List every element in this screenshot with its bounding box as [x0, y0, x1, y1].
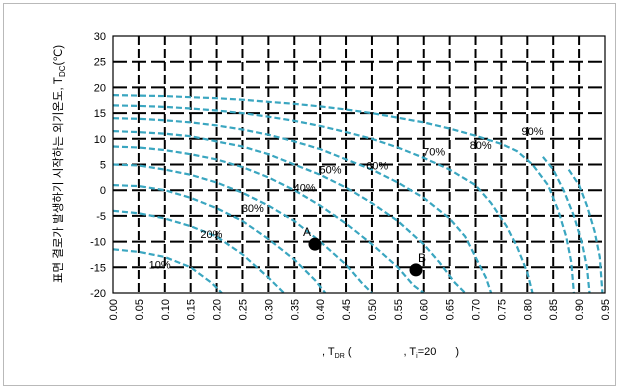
series-line	[113, 130, 466, 293]
y-tick-label: -15	[90, 262, 106, 274]
x-tick-labels: 0.00 0.05 0.10 0.15 0.20 0.25 0.30 0.35 0.40 0.45…	[108, 299, 612, 320]
series-line	[542, 156, 591, 293]
x-tick-label: 0.10	[160, 299, 172, 320]
x-tick-label: 0.50	[367, 299, 379, 320]
x-tick-label: 0.15	[186, 299, 198, 320]
series-line	[113, 248, 223, 293]
series-line	[113, 163, 373, 293]
x-tick-label: 0.35	[289, 299, 301, 320]
y-tick-labels: 30 25 20 15 10 5 0 -5 -10 -15 -20	[90, 31, 106, 300]
series-line	[113, 145, 425, 293]
x-tick-label: 0.75	[496, 299, 508, 320]
y-tick-label: 30	[94, 31, 106, 43]
x-axis-label-sub: DR	[335, 353, 345, 360]
y-tick-label: 20	[94, 82, 106, 94]
x-tick-label: 0.80	[522, 299, 534, 320]
curve-label: 10%	[149, 260, 171, 272]
curve-label: 40%	[294, 183, 316, 195]
series-line	[113, 209, 285, 293]
point-marker	[308, 237, 322, 251]
x-tick-label: 0.70	[471, 299, 483, 320]
x-tick-label: 0.40	[315, 299, 327, 320]
series-line	[113, 117, 493, 293]
curve-labels: 10% 20% 30% 40% 50% 60% 70% 80% 90%	[149, 126, 544, 272]
x-axis-label: , TDR (, Ti=20 )	[322, 346, 459, 360]
y-tick-label: 15	[94, 108, 106, 120]
x-tick-label: 0.00	[108, 299, 120, 320]
x-tick-label: 0.60	[419, 299, 431, 320]
x-tick-label: 0.20	[212, 299, 224, 320]
x-tick-label: 0.25	[237, 299, 249, 320]
x-axis-label-part: , T	[404, 346, 417, 358]
x-axis-label-part: (	[345, 346, 352, 358]
x-tick-label: 0.45	[341, 299, 353, 320]
curve-label: 60%	[366, 161, 388, 173]
point-label: A	[303, 225, 311, 239]
x-tick-label: 0.85	[548, 299, 560, 320]
x-axis-label-part: , T	[322, 346, 335, 358]
point-label: B	[418, 251, 426, 265]
x-tick-label: 0.55	[393, 299, 405, 320]
x-tick-label: 0.95	[600, 299, 612, 320]
x-tick-label: 0.65	[445, 299, 457, 320]
y-tick-label: 10	[94, 134, 106, 146]
x-axis-label-sub: i	[416, 353, 418, 360]
curve-label: 70%	[423, 147, 445, 159]
point-marker	[409, 263, 423, 277]
curve-label: 80%	[470, 140, 492, 152]
curves	[113, 94, 604, 293]
y-tick-label: -5	[96, 211, 106, 223]
y-tick-label: -10	[90, 237, 106, 249]
x-tick-label: 0.05	[134, 299, 146, 320]
x-tick-label: 0.90	[574, 299, 586, 320]
markers: AB	[303, 225, 426, 277]
grid	[113, 36, 605, 293]
y-axis-label-unit: (℃)	[53, 45, 65, 66]
curve-label: 90%	[521, 126, 543, 138]
y-tick-label: 5	[100, 160, 106, 172]
y-tick-label: 0	[100, 185, 106, 197]
x-axis-label-part: =20	[418, 346, 437, 358]
y-axis-label-sub: DC	[58, 65, 67, 77]
curve-label: 20%	[200, 229, 222, 241]
series-line	[567, 168, 604, 293]
y-tick-label: 25	[94, 57, 106, 69]
x-tick-label: 0.30	[263, 299, 275, 320]
y-tick-label: -20	[90, 288, 106, 300]
y-axis-label: 표면 결로가 발생하기 시작하는 외기온도, TDC(℃)	[51, 45, 67, 283]
series-line	[113, 94, 575, 293]
x-axis-label-part: )	[452, 346, 459, 358]
series-line	[113, 184, 327, 293]
curve-label: 30%	[242, 203, 264, 215]
plot-border	[112, 35, 606, 294]
series-line	[113, 104, 534, 293]
y-axis-label-main: 표면 결로가 발생하기 시작하는 외기온도, T	[51, 77, 65, 283]
curve-label: 50%	[320, 165, 342, 177]
